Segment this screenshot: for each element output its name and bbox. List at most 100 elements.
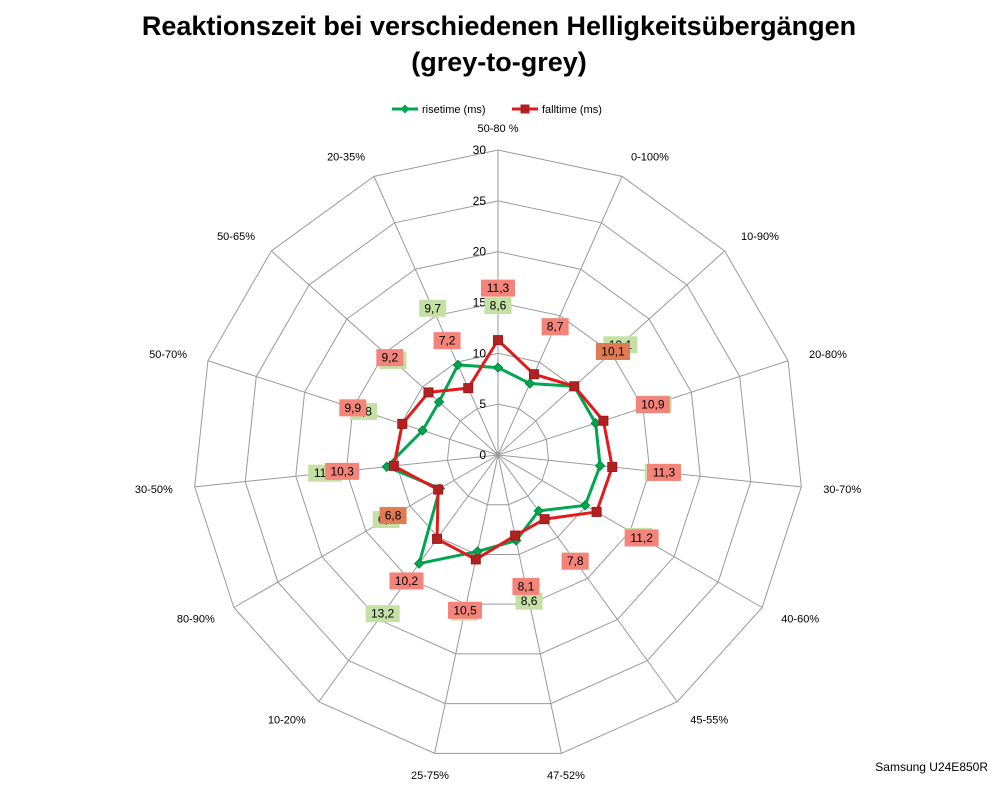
category-label: 0-100% — [631, 151, 669, 163]
falltime-marker — [528, 369, 539, 380]
legend-falltime-marker — [520, 104, 530, 114]
falltime-marker — [493, 335, 503, 346]
risetime-marker — [433, 396, 445, 408]
falltime-label-bg — [376, 349, 404, 367]
falltime-marker — [591, 506, 602, 517]
risetime-data-label: 9,7 — [424, 301, 441, 315]
category-label: 50-80 % — [478, 123, 519, 135]
falltime-data-label: 8,1 — [518, 579, 535, 593]
grid-ring — [194, 149, 802, 754]
falltime-label-bg — [481, 279, 515, 297]
falltime-label-bg — [447, 601, 482, 619]
falltime-marker — [433, 484, 444, 495]
category-label: 47-52% — [547, 770, 585, 782]
tick-label: 15 — [473, 296, 487, 310]
falltime-data-label: 11,3 — [653, 465, 676, 479]
grid-spoke — [233, 454, 499, 608]
risetime-data-label: 13,2 — [371, 607, 395, 621]
falltime-marker — [569, 381, 580, 392]
falltime-label-bg — [379, 507, 407, 525]
risetime-label-bg — [365, 605, 400, 623]
risetime-marker — [579, 500, 591, 511]
falltime-label-bg — [325, 462, 360, 480]
falltime-data-label: 6,8 — [385, 509, 402, 523]
risetime-data-label: 8,6 — [490, 299, 507, 313]
tick-label: 25 — [473, 194, 487, 208]
category-label: 50-65% — [217, 231, 255, 243]
falltime-marker — [598, 415, 609, 426]
falltime-data-label: 10,1 — [601, 344, 625, 358]
risetime-marker — [413, 558, 425, 569]
category-label: 50-70% — [149, 349, 187, 361]
risetime-label-bg — [419, 299, 447, 317]
falltime-data-label: 11,2 — [630, 531, 653, 545]
risetime-data-label: 8,6 — [521, 594, 538, 608]
falltime-label-bg — [433, 332, 461, 350]
category-label: 10-90% — [741, 231, 779, 243]
falltime-label-bg — [635, 396, 670, 414]
legend-falltime-label: falltime (ms) — [542, 104, 602, 116]
chart-title: Reaktionszeit bei verschiedenen Helligke… — [0, 8, 998, 80]
category-label: 30-50% — [135, 484, 173, 496]
legend-risetime-label: risetime (ms) — [422, 104, 486, 116]
risetime-label-bg — [484, 297, 512, 315]
falltime-data-label: 9,9 — [344, 401, 361, 415]
risetime-label-bg — [515, 592, 543, 610]
grid-ring — [345, 301, 651, 605]
falltime-marker — [432, 533, 443, 544]
falltime-data-label: 7,8 — [567, 554, 584, 568]
falltime-data-label: 10,5 — [453, 603, 477, 617]
risetime-marker — [594, 460, 606, 471]
falltime-line — [392, 338, 614, 561]
falltime-marker — [388, 460, 399, 471]
risetime-marker — [533, 505, 544, 517]
risetime-marker — [524, 378, 536, 389]
category-label: 45-55% — [690, 715, 728, 727]
falltime-label-bg — [512, 577, 540, 595]
category-label: 20-80% — [809, 349, 847, 361]
falltime-marker — [423, 387, 434, 398]
falltime-label-bg — [595, 342, 630, 360]
category-label: 20-35% — [327, 151, 365, 163]
risetime-marker — [417, 425, 428, 436]
falltime-data-label: 8,7 — [547, 320, 564, 334]
category-label: 40-60% — [781, 614, 819, 626]
grid-spoke — [497, 176, 623, 456]
falltime-data-label: 10,3 — [330, 464, 354, 478]
category-label: 80-90% — [177, 614, 215, 626]
category-label: 25-75% — [411, 770, 449, 782]
falltime-marker — [510, 530, 521, 541]
falltime-marker — [470, 554, 481, 565]
falltime-marker — [397, 418, 408, 429]
grid-ring — [295, 251, 701, 655]
risetime-marker — [452, 359, 464, 371]
risetime-marker — [492, 362, 504, 373]
falltime-label-bg — [624, 529, 659, 547]
legend-risetime-marker — [400, 104, 410, 114]
falltime-label-bg — [646, 463, 681, 481]
falltime-data-label: 10,9 — [641, 398, 665, 412]
tick-label: 0 — [479, 448, 486, 462]
falltime-label-bg — [389, 572, 424, 590]
falltime-label-bg — [561, 552, 589, 570]
tick-label: 5 — [479, 397, 486, 411]
tick-label: 20 — [473, 245, 487, 259]
monitor-credit: Samsung U24E850R — [875, 760, 988, 774]
falltime-label-bg — [541, 318, 569, 336]
grid-ring — [244, 200, 752, 705]
falltime-marker — [463, 383, 474, 394]
tick-label: 30 — [473, 143, 487, 157]
risetime-line — [385, 363, 602, 566]
grid-ring — [446, 403, 550, 506]
chart-title-line2: (grey-to-grey) — [411, 47, 587, 77]
grid-spoke — [497, 454, 678, 703]
falltime-label-bg — [339, 399, 367, 417]
falltime-marker — [607, 462, 618, 473]
falltime-data-label: 7,2 — [439, 334, 456, 348]
falltime-marker — [539, 514, 550, 525]
category-label: 10-20% — [268, 715, 306, 727]
falltime-data-label: 9,2 — [382, 351, 399, 365]
category-label: 30-70% — [823, 484, 861, 496]
tick-label: 10 — [473, 346, 487, 360]
